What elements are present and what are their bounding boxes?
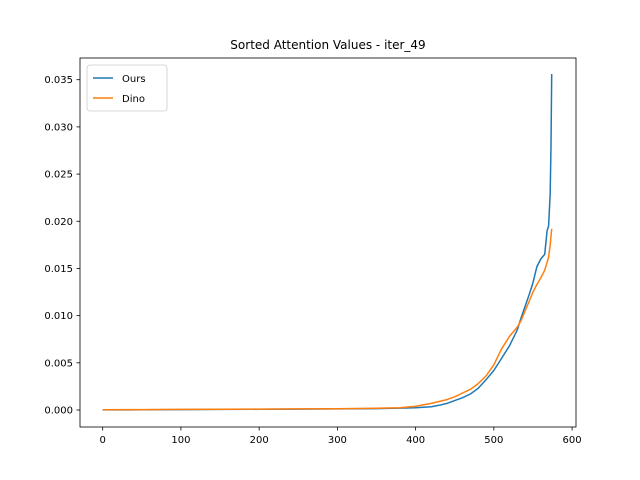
x-tick-label: 400 xyxy=(406,435,425,446)
y-tick-label: 0.000 xyxy=(44,406,73,417)
series-lines xyxy=(102,73,553,411)
y-tick-label: 0.015 xyxy=(44,264,73,275)
legend: Ours Dino xyxy=(86,64,168,112)
x-tick-label: 600 xyxy=(563,435,582,446)
y-axis: 0.000 0.005 0.010 0.015 0.020 0.025 0.030 0.035 xyxy=(44,75,80,417)
y-tick-label: 0.010 xyxy=(44,311,73,322)
x-tick-label: 500 xyxy=(484,435,503,446)
x-tick-label: 100 xyxy=(171,435,190,446)
y-tick-label: 0.020 xyxy=(44,217,73,228)
y-tick-label: 0.035 xyxy=(44,75,73,86)
series-line-dino xyxy=(102,228,553,411)
series-line-ours xyxy=(102,73,553,411)
plot-frame xyxy=(79,57,577,428)
legend-label-dino: Dino xyxy=(122,94,145,105)
x-tick-label: 0 xyxy=(100,435,106,446)
chart-title: Sorted Attention Values - iter_49 xyxy=(230,38,425,52)
y-tick-label: 0.030 xyxy=(44,122,73,133)
x-tick-label: 200 xyxy=(250,435,269,446)
x-axis: 0 100 200 300 400 500 600 xyxy=(100,427,582,446)
x-tick-label: 300 xyxy=(328,435,347,446)
legend-label-ours: Ours xyxy=(122,74,146,85)
y-tick-label: 0.025 xyxy=(44,170,73,181)
y-tick-label: 0.005 xyxy=(44,358,73,369)
legend-box xyxy=(86,64,168,112)
plot-area xyxy=(79,57,577,428)
